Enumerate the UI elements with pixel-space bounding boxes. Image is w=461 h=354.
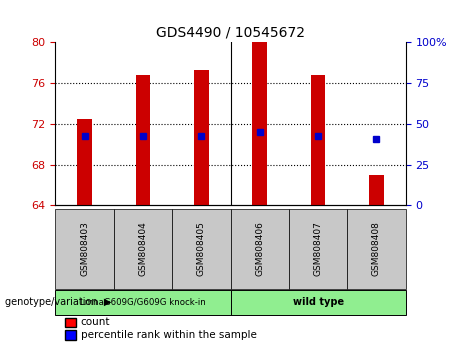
Bar <box>369 175 384 205</box>
Title: GDS4490 / 10545672: GDS4490 / 10545672 <box>156 26 305 40</box>
Bar <box>311 75 325 205</box>
Text: GSM808404: GSM808404 <box>138 221 148 276</box>
Text: GSM808403: GSM808403 <box>80 221 89 276</box>
Text: GSM808407: GSM808407 <box>313 221 323 276</box>
Text: wild type: wild type <box>293 297 343 307</box>
Text: GSM808406: GSM808406 <box>255 221 264 276</box>
Text: GSM808408: GSM808408 <box>372 221 381 276</box>
Bar <box>77 119 92 205</box>
Bar <box>253 42 267 205</box>
Text: genotype/variation  ▶: genotype/variation ▶ <box>5 297 111 307</box>
Text: LmnaG609G/G609G knock-in: LmnaG609G/G609G knock-in <box>80 298 206 307</box>
Text: count: count <box>81 318 110 327</box>
Bar <box>136 75 150 205</box>
Bar <box>194 70 208 205</box>
Text: GSM808405: GSM808405 <box>197 221 206 276</box>
Text: percentile rank within the sample: percentile rank within the sample <box>81 330 257 340</box>
